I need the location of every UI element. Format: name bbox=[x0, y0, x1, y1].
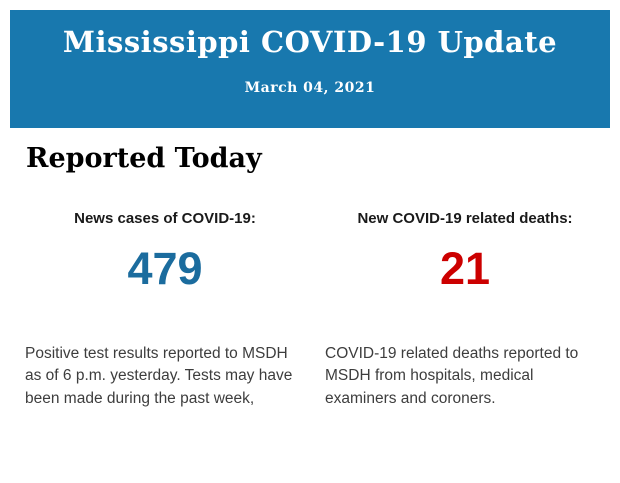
new-cases-column: News cases of COVID-19: 479 Positive tes… bbox=[25, 209, 305, 410]
section-heading: Reported Today bbox=[26, 143, 262, 174]
new-deaths-value: 21 bbox=[439, 243, 491, 294]
new-cases-label: News cases of COVID-19: bbox=[74, 210, 256, 227]
report-date: March 04, 2021 bbox=[244, 80, 376, 96]
page-title: Mississippi COVID-19 Update bbox=[62, 25, 558, 59]
new-deaths-column: New COVID-19 related deaths: 21 COVID-19… bbox=[325, 209, 605, 410]
new-deaths-label: New COVID-19 related deaths: bbox=[357, 210, 573, 227]
header-banner: Mississippi COVID-19 Update March 04, 20… bbox=[10, 10, 610, 128]
new-cases-description: Positive test results reported to MSDH a… bbox=[25, 345, 293, 407]
stats-columns: News cases of COVID-19: 479 Positive tes… bbox=[25, 209, 605, 410]
new-cases-value: 479 bbox=[127, 243, 203, 294]
new-deaths-description: COVID-19 related deaths reported to MSDH… bbox=[325, 345, 579, 407]
